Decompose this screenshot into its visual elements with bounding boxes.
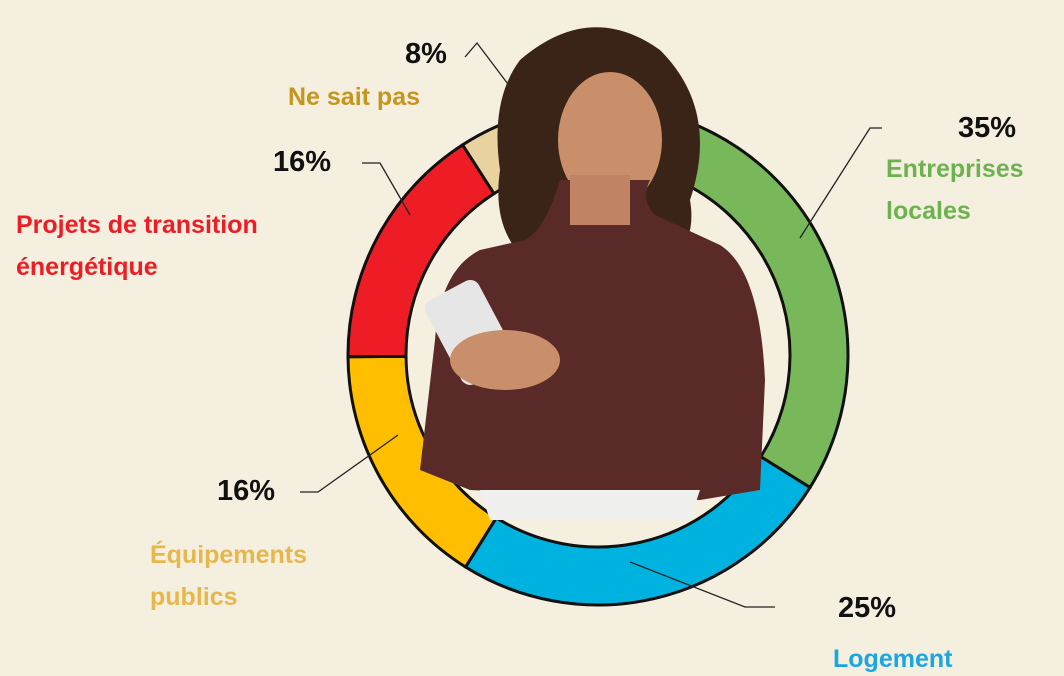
person-photo — [420, 27, 765, 520]
category-label: Entreprises locales — [886, 155, 1024, 225]
category-label: Logement — [833, 645, 953, 673]
value-label: 25% — [838, 592, 897, 624]
leader-lines — [300, 41, 882, 608]
donut-segment — [578, 103, 850, 490]
category-label: Équipements publics — [150, 541, 307, 611]
category-label: Projets de transition énergétique — [16, 211, 258, 281]
value-label: 35% — [958, 112, 1017, 144]
category-label: Ne sait pas — [288, 83, 421, 111]
value-label: 16% — [273, 146, 332, 178]
value-label: 16% — [217, 475, 276, 507]
value-label: 8% — [405, 38, 447, 70]
